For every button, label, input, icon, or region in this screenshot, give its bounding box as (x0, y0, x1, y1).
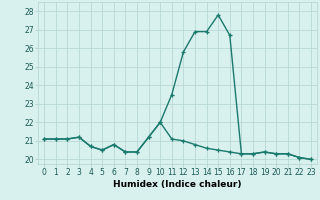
X-axis label: Humidex (Indice chaleur): Humidex (Indice chaleur) (113, 180, 242, 189)
